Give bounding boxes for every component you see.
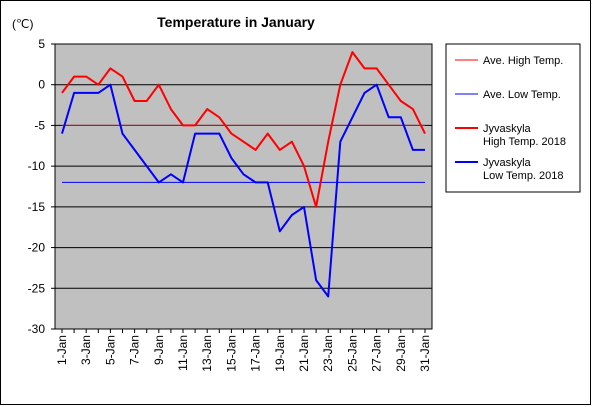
- x-tick-label: 27-Jan: [370, 335, 384, 372]
- y-tick-label: -10: [28, 159, 46, 173]
- legend-label-3: Jyvaskyla: [483, 123, 532, 135]
- x-tick-label: 19-Jan: [273, 335, 287, 372]
- y-tick-label: -20: [28, 241, 46, 255]
- x-tick-label: 11-Jan: [176, 335, 190, 371]
- legend: Ave. High Temp.Ave. Low Temp.JyvaskylaHi…: [446, 44, 580, 192]
- x-tick-label: 1-Jan: [55, 335, 69, 365]
- x-tick-label: 9-Jan: [152, 335, 166, 365]
- y-tick-label: -15: [28, 200, 46, 214]
- x-tick-label: 5-Jan: [103, 335, 117, 365]
- legend-label-2: Ave. Low Temp.: [483, 89, 561, 101]
- y-axis-ticks: 5 0 -5 -10 -15 -20 -25 -30: [28, 37, 55, 336]
- y-tick-label: 0: [38, 78, 45, 92]
- legend-label-4: Low Temp. 2018: [483, 170, 564, 182]
- x-tick-label: 25-Jan: [345, 335, 359, 372]
- x-tick-label: 29-Jan: [394, 335, 408, 372]
- x-tick-label: 23-Jan: [321, 335, 335, 372]
- y-axis-unit-label: (℃): [12, 17, 33, 31]
- x-tick-label: 21-Jan: [297, 335, 311, 372]
- x-tick-label: 15-Jan: [224, 335, 238, 372]
- x-tick-label: 13-Jan: [200, 335, 214, 372]
- x-tick-label: 17-Jan: [249, 335, 263, 372]
- x-tick-label: 3-Jan: [79, 335, 93, 365]
- legend-label-4: Jyvaskyla: [483, 157, 532, 169]
- legend-label-1: Ave. High Temp.: [483, 55, 563, 67]
- x-tick-label: 31-Jan: [418, 335, 432, 372]
- y-tick-label: -30: [28, 322, 46, 336]
- legend-label-3: High Temp. 2018: [483, 136, 566, 148]
- x-tick-label: 7-Jan: [128, 335, 142, 365]
- chart-title: Temperature in January: [157, 14, 315, 30]
- y-tick-label: -25: [28, 281, 46, 295]
- y-tick-label: -5: [34, 118, 45, 132]
- x-axis-ticks: 1-Jan 3-Jan 5-Jan 7-Jan 9-Jan 11-Jan 13-Jan 15-…: [55, 329, 432, 372]
- y-tick-label: 5: [38, 37, 45, 51]
